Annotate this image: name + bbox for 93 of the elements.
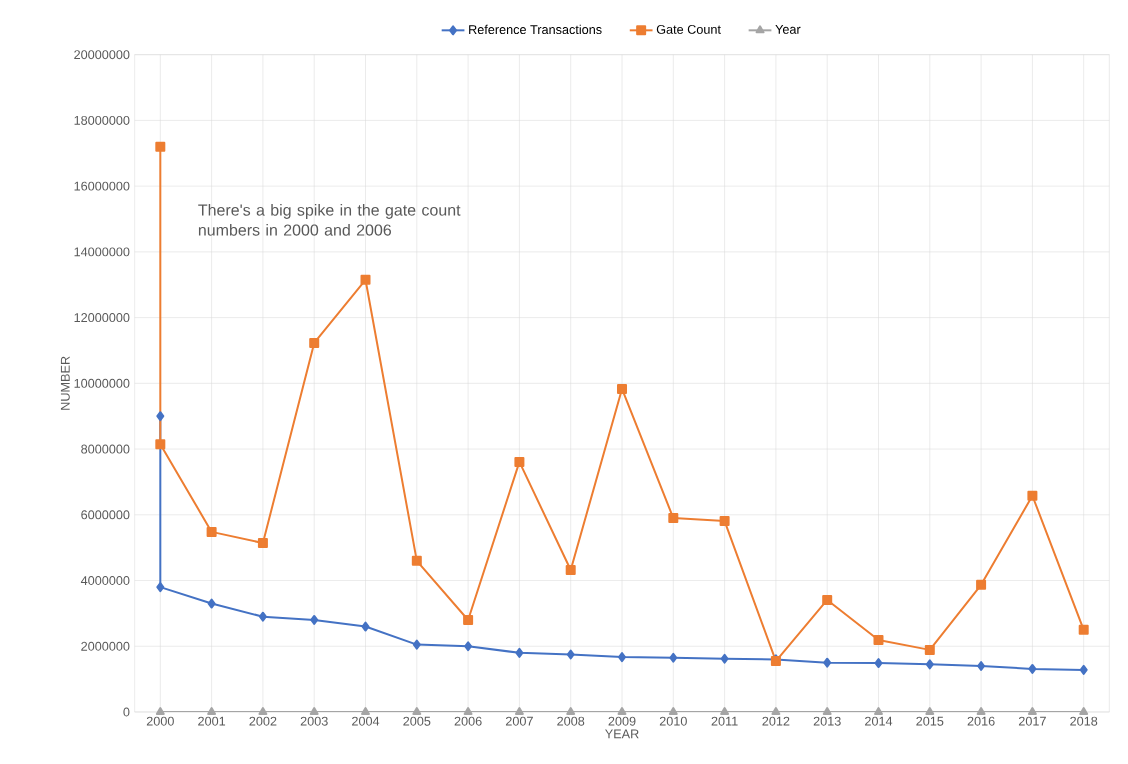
point [566, 707, 576, 715]
y-tick-label: 12000000 [74, 313, 130, 323]
x-tick-label: 2012 [762, 716, 790, 726]
point [1078, 624, 1089, 635]
point [925, 659, 934, 670]
point [719, 516, 730, 527]
y-tick-label: 16000000 [74, 181, 130, 191]
point [463, 614, 474, 625]
point [207, 707, 217, 715]
point [309, 707, 319, 715]
x-tick-label: 2004 [352, 716, 380, 726]
y-tick-label: 14000000 [74, 247, 130, 257]
point [258, 707, 268, 715]
y-tick-label: 20000000 [74, 50, 130, 60]
point [207, 598, 216, 609]
point [873, 635, 884, 646]
annotation: There's a big spike in the gate count numbers in 2000 and 2006 [198, 203, 461, 236]
legend-label: Gate Count [656, 24, 721, 34]
legend-label: Reference Transactions [469, 24, 602, 35]
point [669, 652, 678, 663]
point [411, 555, 422, 566]
y-tick-label: 8000000 [81, 444, 130, 454]
x-axis-title: YEAR [605, 729, 639, 739]
x-tick-label: 2015 [916, 716, 944, 726]
x-tick-label: 2011 [711, 716, 738, 726]
point [822, 707, 832, 715]
point [258, 611, 267, 622]
y-tick-label: 2000000 [81, 641, 130, 651]
point [874, 707, 883, 715]
y-tick-label: 18000000 [74, 115, 130, 125]
point [1027, 707, 1037, 715]
point [206, 526, 217, 537]
point [155, 141, 166, 152]
point [976, 579, 987, 590]
point [668, 707, 678, 715]
point [361, 707, 370, 715]
point [1027, 490, 1038, 501]
x-tick-label: 2008 [557, 716, 585, 726]
point [976, 707, 986, 715]
point [156, 582, 165, 593]
legend-label: Year [775, 24, 801, 34]
x-tick-label: 2009 [608, 716, 636, 726]
point [720, 707, 730, 715]
point [617, 707, 627, 715]
x-tick-label: 2005 [403, 716, 431, 726]
point [514, 707, 524, 715]
x-tick-label: 2000 [146, 716, 174, 726]
point [155, 707, 165, 715]
point [925, 707, 935, 715]
x-tick-label: 2007 [505, 716, 533, 726]
y-tick-label: 6000000 [81, 510, 130, 520]
x-tick-label: 2002 [249, 716, 277, 726]
point [464, 641, 473, 652]
y-axis-title: NUMBER [60, 356, 70, 410]
point [618, 652, 627, 663]
point [514, 456, 525, 467]
x-tick-label: 2014 [865, 716, 893, 726]
point [463, 707, 473, 715]
x-tick-label: 2003 [300, 716, 328, 726]
point [977, 660, 986, 671]
point [874, 658, 883, 669]
point [515, 647, 524, 658]
x-tick-label: 2017 [1018, 716, 1046, 726]
y-tick-label: 4000000 [80, 576, 130, 586]
point [310, 614, 319, 625]
y-tick-label: 10000000 [74, 378, 130, 388]
point [565, 565, 576, 576]
point [156, 411, 165, 422]
point [360, 274, 371, 285]
point [1079, 707, 1089, 715]
point [412, 707, 422, 715]
point [924, 644, 935, 655]
x-tick-label: 2016 [967, 716, 995, 726]
point [361, 621, 370, 632]
point [257, 538, 268, 549]
point [823, 657, 832, 668]
x-tick-label: 2013 [813, 716, 841, 726]
point [412, 639, 421, 650]
point [309, 337, 320, 348]
point [566, 649, 575, 660]
x-tick-label: 2010 [659, 716, 687, 726]
point [822, 594, 833, 605]
point [668, 513, 679, 524]
point [617, 383, 627, 394]
point [155, 439, 166, 450]
point [720, 653, 729, 664]
x-tick-label: 2018 [1070, 716, 1098, 726]
point [1028, 663, 1037, 674]
y-tick-label: 0 [123, 707, 130, 717]
x-tick-label: 2001 [198, 716, 226, 726]
point [771, 707, 781, 715]
point [1079, 664, 1088, 675]
x-tick-label: 2006 [454, 716, 482, 726]
